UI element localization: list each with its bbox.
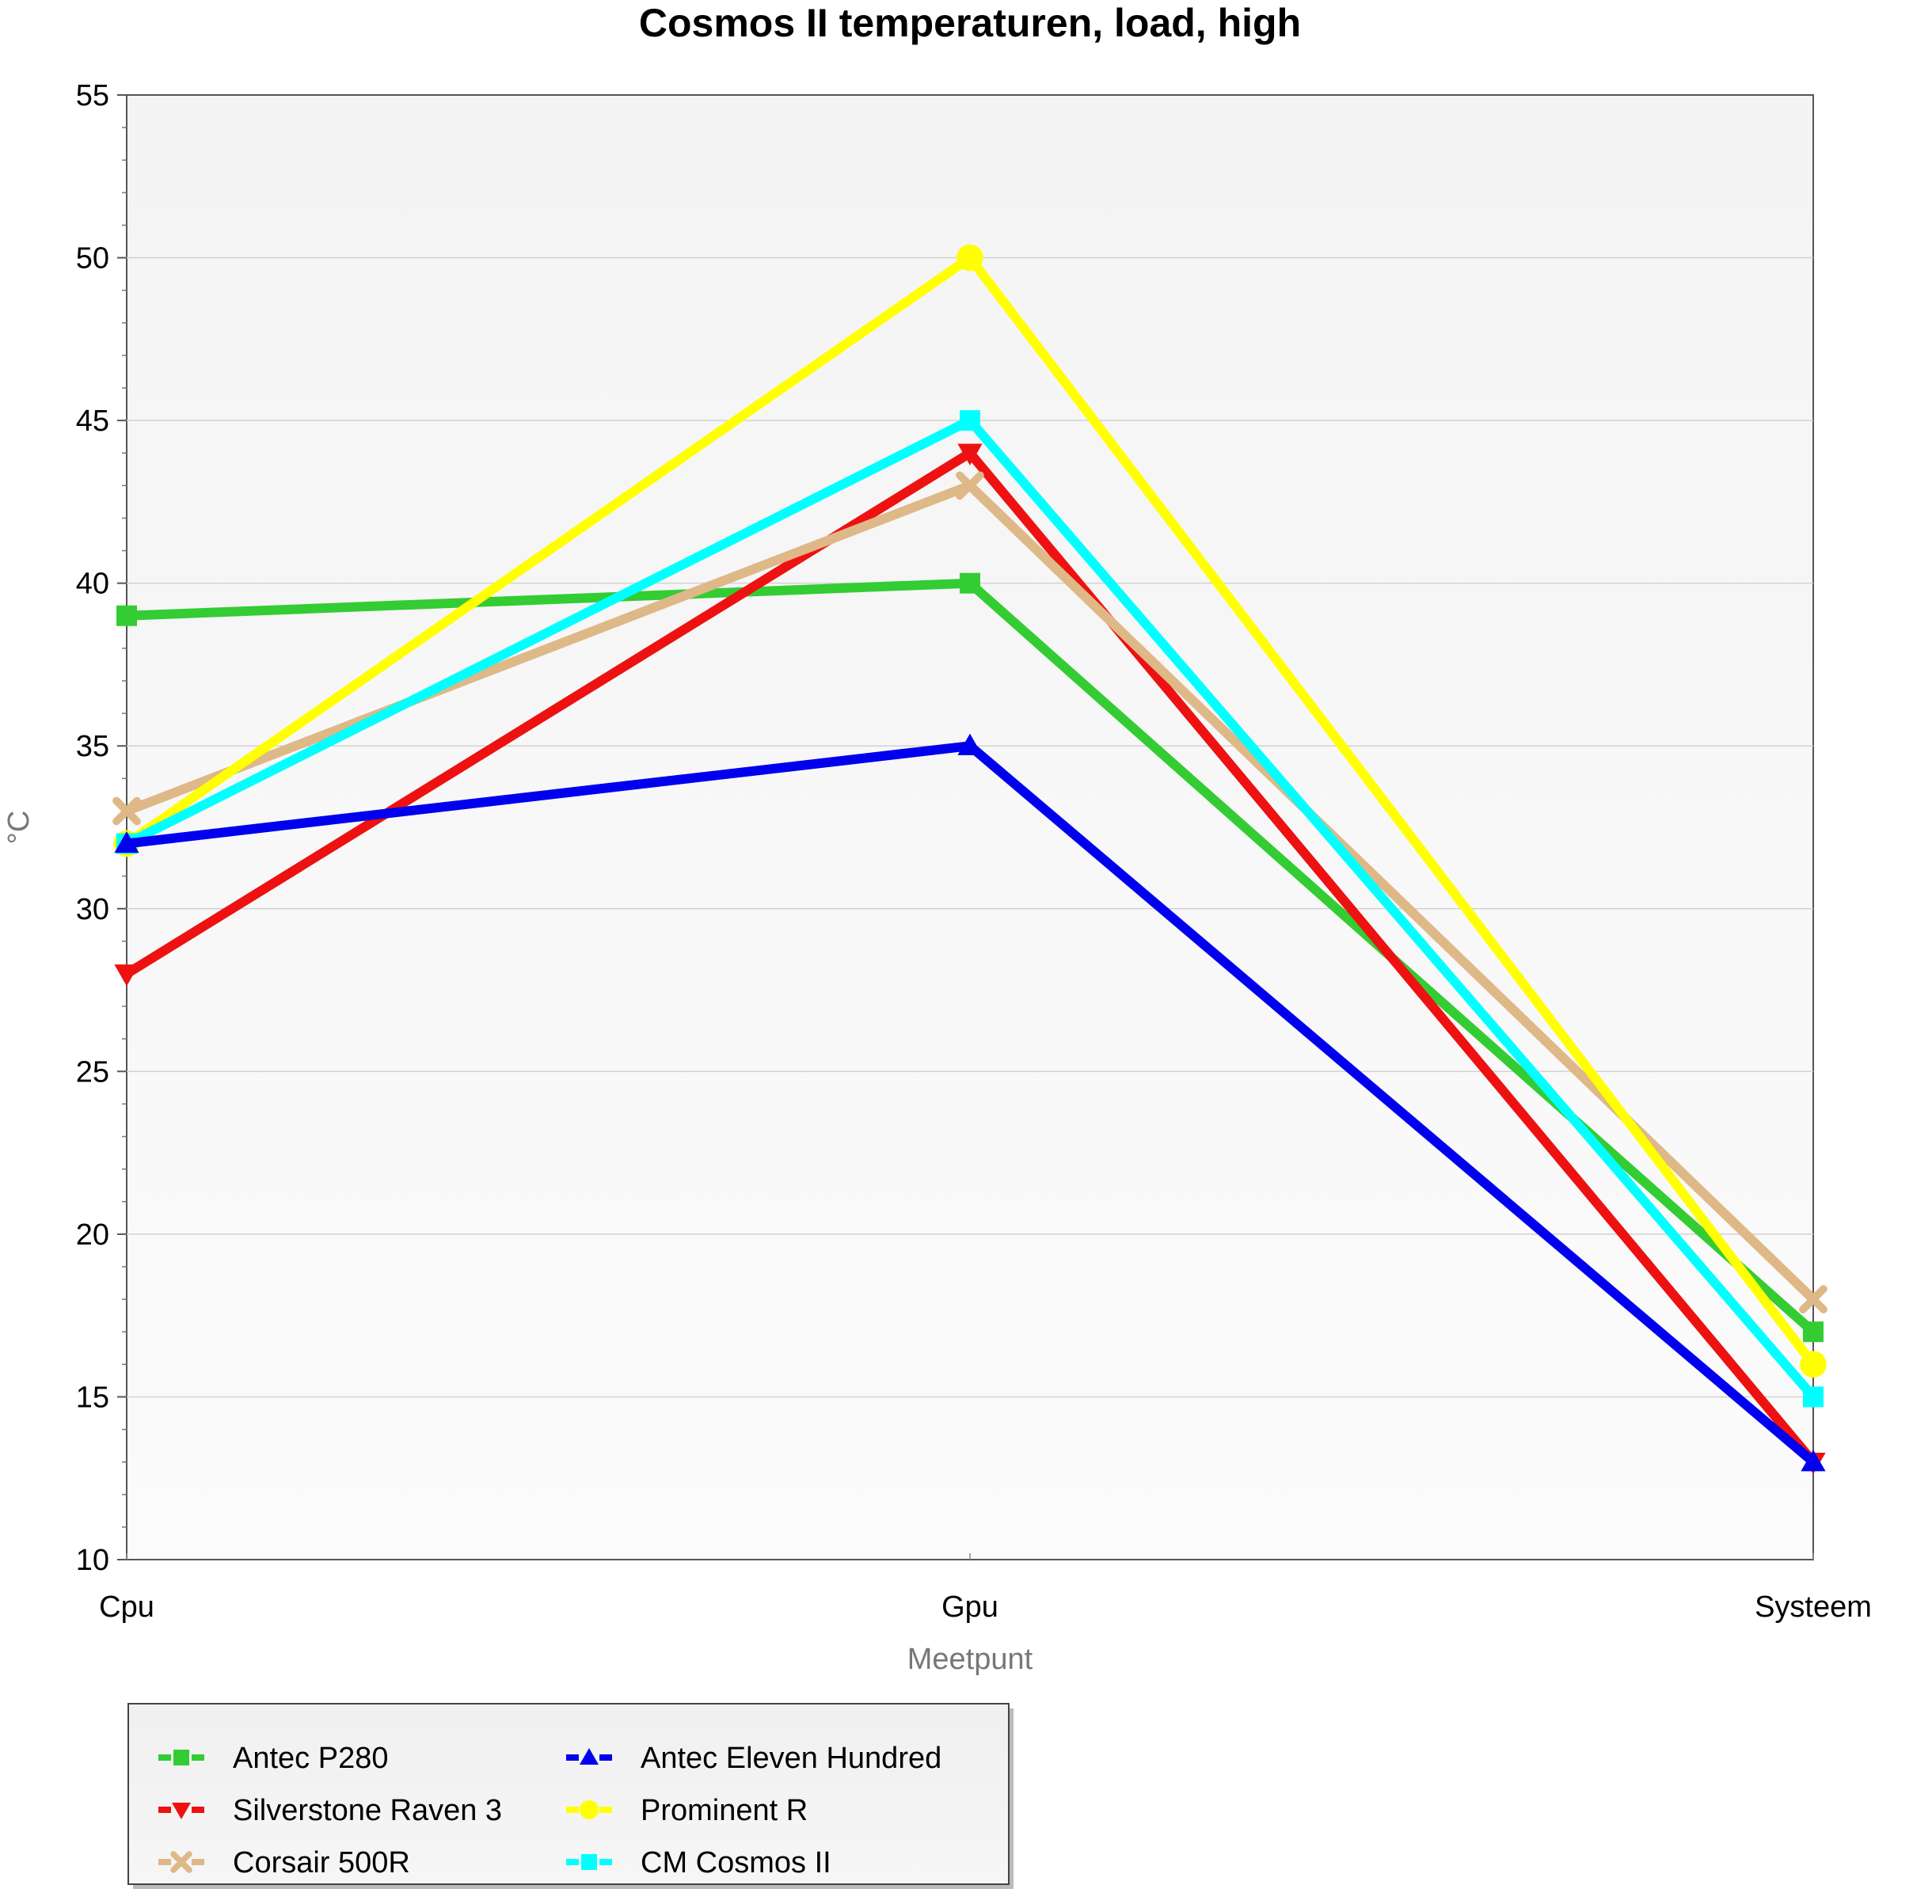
y-tick-label: 30 bbox=[76, 893, 109, 926]
legend-item-5: CM Cosmos II bbox=[566, 1846, 831, 1879]
legend-label: Antec P280 bbox=[233, 1742, 388, 1775]
data-point bbox=[957, 443, 983, 466]
y-tick-label: 25 bbox=[76, 1055, 109, 1089]
legend-item-1: Silverstone Raven 3 bbox=[158, 1794, 502, 1827]
data-point bbox=[173, 1750, 189, 1765]
y-tick-label: 45 bbox=[76, 405, 109, 438]
data-point bbox=[956, 244, 983, 272]
data-point bbox=[1801, 1450, 1826, 1472]
y-tick-label: 15 bbox=[76, 1381, 109, 1414]
x-axis-ticks: Cpu Gpu Systeem bbox=[99, 1553, 1872, 1624]
plot-area bbox=[126, 94, 1814, 1560]
y-tick-label: 35 bbox=[76, 730, 109, 763]
data-point bbox=[581, 1854, 597, 1870]
y-tick-label: 40 bbox=[76, 568, 109, 601]
series-3 bbox=[114, 733, 1826, 1472]
legend-label: Silverstone Raven 3 bbox=[233, 1794, 502, 1827]
data-point bbox=[960, 410, 980, 431]
y-tick-label: 10 bbox=[76, 1544, 109, 1577]
data-point bbox=[170, 1851, 192, 1873]
data-point bbox=[116, 605, 137, 626]
data-point bbox=[1800, 1351, 1827, 1378]
series-layer bbox=[112, 244, 1827, 1475]
y-tick-label: 55 bbox=[76, 79, 109, 112]
legend-box bbox=[127, 1703, 1010, 1885]
legend-label: Prominent R bbox=[641, 1794, 808, 1827]
data-point bbox=[1799, 1285, 1827, 1313]
legend: Antec P280 Silverstone Raven 3 Corsair 500… bbox=[127, 1703, 1014, 1889]
marker-stroke bbox=[170, 1851, 192, 1873]
legend-label: Corsair 500R bbox=[233, 1846, 410, 1879]
data-point bbox=[580, 1800, 599, 1819]
data-point bbox=[1803, 1321, 1824, 1343]
x-tick-label: Systeem bbox=[1755, 1590, 1872, 1624]
x-tick-label: Cpu bbox=[99, 1590, 154, 1624]
marker-stroke bbox=[956, 471, 984, 500]
y-tick-label: 50 bbox=[76, 242, 109, 276]
legend-label: Antec Eleven Hundred bbox=[641, 1742, 941, 1775]
y-tick-label: 20 bbox=[76, 1218, 109, 1252]
data-point bbox=[172, 1803, 191, 1819]
marker-stroke bbox=[112, 796, 141, 826]
y-axis-label: °C bbox=[2, 811, 36, 845]
legend-label: CM Cosmos II bbox=[641, 1846, 831, 1879]
data-point bbox=[960, 572, 980, 594]
data-point bbox=[580, 1748, 599, 1765]
data-point bbox=[1803, 1386, 1824, 1408]
data-point bbox=[112, 796, 141, 826]
data-point bbox=[114, 830, 139, 853]
marker-stroke bbox=[1799, 1285, 1827, 1313]
chart-title: Cosmos II temperaturen, load, high bbox=[639, 1, 1301, 45]
series-0 bbox=[116, 572, 1824, 1343]
legend-item-0: Antec P280 bbox=[158, 1742, 388, 1775]
x-tick-label: Gpu bbox=[941, 1590, 998, 1624]
y-axis-ticks: 10 15 20 25 30 35 40 45 50 55 bbox=[76, 79, 127, 1577]
data-point bbox=[114, 964, 139, 986]
data-point bbox=[956, 471, 984, 500]
legend-item-3: Antec Eleven Hundred bbox=[566, 1742, 941, 1775]
legend-item-2: Corsair 500R bbox=[158, 1846, 410, 1879]
legend-item-4: Prominent R bbox=[566, 1794, 808, 1827]
x-axis-label: Meetpunt bbox=[907, 1643, 1033, 1676]
data-point bbox=[957, 733, 983, 755]
